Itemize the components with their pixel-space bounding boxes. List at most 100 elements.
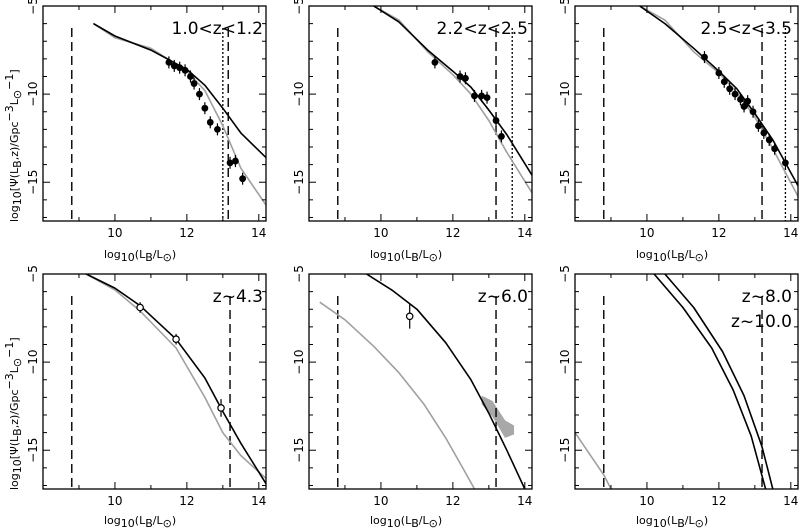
gray-model-curve [85,274,266,479]
y-tick-label: −5 [292,265,306,283]
panel-1: 10 12 14 −5 −10 −15 [26,0,267,240]
data-point [744,97,752,105]
panel-4: 10 12 14 −5 −10 −15 [26,265,267,508]
open-data-point [136,303,144,312]
x-tick-label: 12 [179,494,194,508]
y-axis-label-bottom: log10[Ψ(LB,z)/Gpc−3L⊙−1] [3,337,24,490]
panel-6-plot-area [575,274,774,489]
data-point [731,90,739,98]
panel-frame [42,5,267,222]
panel-5-label: z~6.0 [478,287,528,307]
data-point [196,90,203,98]
x-axis-label-2: log10(LB/L⊙) [370,248,442,264]
x-axis-label-4: log10(LB/L⊙) [104,514,176,530]
data-point [226,159,234,167]
data-point [726,85,734,93]
data-point [239,175,247,183]
x-tick-label: 14 [517,226,532,240]
data-point [760,129,768,137]
x-tick-label: 10 [373,226,388,240]
y-tick-label: −5 [558,0,572,15]
data-point [701,53,708,61]
y-tick-label: −15 [26,170,40,195]
panel-4-label: z~4.3 [213,287,263,307]
panel-6: 10 12 14 −5 −10 −15 [558,265,799,508]
data-point [431,58,439,66]
panel-frame [574,5,799,222]
x-axis-label-6: log10(LB/L⊙) [636,514,708,530]
data-point [720,78,728,86]
y-tick-label: −5 [26,0,40,15]
y-tick-label: −10 [558,81,572,106]
x-axis-label-3: log10(LB/L⊙) [636,248,708,264]
y-tick-label: −10 [292,81,306,106]
data-point [214,125,221,133]
black-model-curve [85,274,266,485]
black-model-curve [366,274,526,489]
x-tick-label: 12 [711,494,726,508]
panel-6-label: z~8.0 [742,287,792,307]
x-tick-label: 12 [445,494,460,508]
panel-frame [308,273,533,490]
data-point [206,118,214,126]
x-tick-label: 14 [783,226,798,240]
x-tick-label: 14 [783,494,798,508]
x-tick-label: 10 [639,226,654,240]
data-point [782,159,789,167]
data-point [740,103,748,110]
data-point [737,96,744,103]
x-tick-label: 10 [107,226,122,240]
data-point [456,73,464,80]
x-tick-label: 14 [251,226,266,240]
data-point [483,94,491,102]
y-tick-label: −10 [558,349,572,374]
panel-6-label-2: z~10.0 [731,312,792,332]
data-point [498,133,505,140]
black-model-curve [664,274,774,489]
x-tick-label: 14 [251,494,266,508]
y-tick-label: −15 [292,438,306,463]
y-tick-label: −5 [26,265,40,283]
panel-4-plot-area [71,274,266,489]
panel-frame [574,273,799,490]
y-axis-label-top: log10[Ψ(LB,z)/Gpc−3L⊙−1] [3,69,24,222]
panel-5: 10 12 14 −5 −10 −15 [292,265,533,508]
open-data-point [405,312,414,321]
y-tick-label: −15 [558,170,572,195]
x-axis-label-1: log10(LB/L⊙) [104,248,176,264]
gray-model-curve [319,301,476,489]
data-point [170,62,178,70]
data-point [462,74,469,82]
y-tick-label: −15 [26,438,40,463]
black-model-curve [93,22,266,159]
panel-frame [42,273,267,490]
black-model-curve [653,274,767,489]
y-tick-label: −5 [292,0,306,15]
x-tick-label: 10 [639,494,654,508]
panel-3-plot-area [603,6,798,221]
y-tick-label: −10 [26,349,40,374]
data-point [749,108,757,116]
open-data-point [217,404,225,412]
data-point [190,80,198,87]
open-data-point [172,335,180,344]
y-tick-label: −10 [292,349,306,374]
panel-3-label: 2.5<z<3.5 [701,19,792,39]
y-tick-label: −10 [26,81,40,106]
x-tick-label: 10 [107,494,122,508]
data-point [478,92,486,100]
panel-3: 10 12 14 −5 −10 −15 [558,0,799,240]
data-point [755,122,762,130]
y-tick-label: −5 [558,265,572,283]
panel-2-label: 2.2<z<2.5 [437,19,528,39]
x-axis-label-5: log10(LB/L⊙) [370,514,442,530]
data-point [201,104,209,112]
data-point [187,73,194,80]
data-point [181,66,189,74]
data-point [492,117,500,124]
panel-1-label: 1.0<z<1.2 [172,19,263,39]
data-point [771,145,779,153]
y-tick-label: −15 [292,170,306,195]
data-point [165,58,173,66]
